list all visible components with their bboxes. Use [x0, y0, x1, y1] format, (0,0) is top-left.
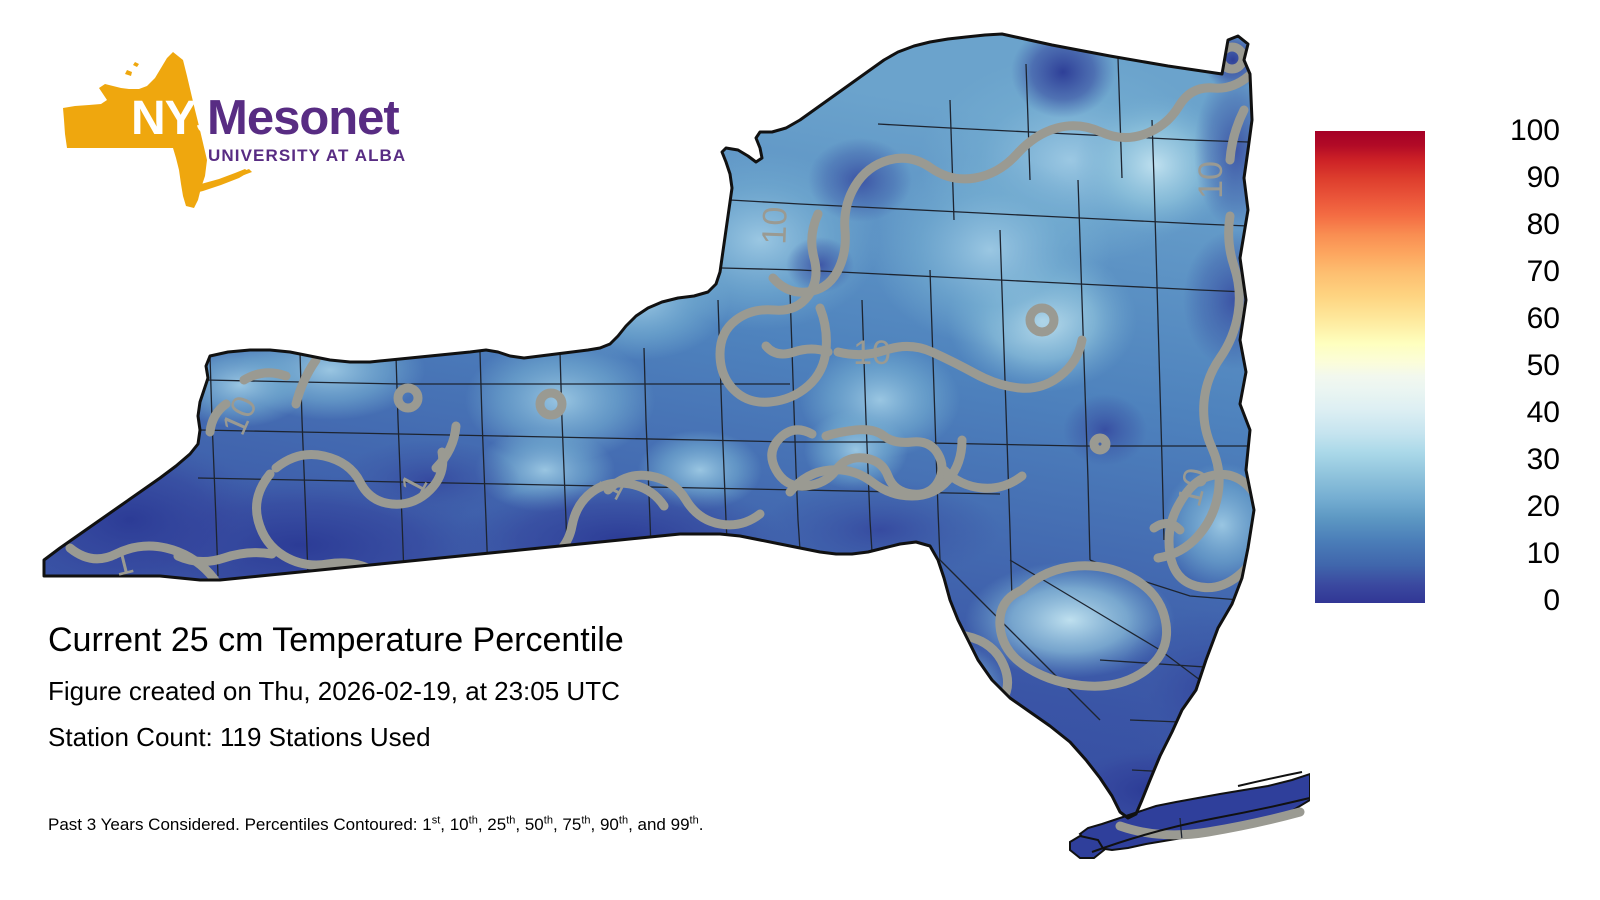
footnote-percentile: 99th: [670, 814, 699, 834]
logo-state-shape: [63, 52, 207, 208]
footnote-percentile: 1st: [422, 814, 441, 834]
contour-line: [291, 355, 321, 409]
footnote-ordinal-suffix: th: [689, 814, 699, 827]
footnote-percentile: 90th: [599, 814, 629, 834]
colorbar-tick: 0: [1543, 584, 1560, 617]
colorbar-tick: 80: [1526, 208, 1560, 241]
colorbar-tick: 60: [1526, 302, 1560, 335]
colorbar-tick: 90: [1526, 161, 1560, 194]
figure-title: Current 25 cm Temperature Percentile: [48, 621, 624, 659]
contour-labels: 10 10 10 10 10 1 1 1: [110, 161, 1230, 584]
footnote-percentile: 10th: [449, 814, 478, 834]
contour-line: [767, 425, 947, 499]
contour-line: [205, 399, 231, 437]
percentile-low-core: [760, 480, 1000, 580]
coastline-reference: [1091, 796, 1310, 853]
logo-state-speckle-b: [133, 62, 139, 67]
colorbar-tick: 40: [1526, 396, 1560, 429]
logo-text-nys: NYS: [131, 92, 227, 145]
state-outline: [42, 32, 1256, 820]
footnote-ordinal-suffix: th: [581, 814, 591, 827]
figure-footnote: Past 3 Years Considered. Percentiles Con…: [48, 814, 704, 834]
contour-line: [1115, 807, 1305, 840]
map-svg: 10 10 10 10 10 1 1 1: [42, 32, 1310, 859]
contour-line: [1225, 105, 1249, 165]
percentile-colorbar: 100 90 80 70 60 50 40 30 20 10 0: [1315, 116, 1565, 620]
colorbar-tick: 70: [1526, 255, 1560, 288]
colorbar-tick: 50: [1526, 349, 1560, 382]
contour-line: [431, 421, 461, 473]
percentile-pocket: [1075, 95, 1235, 235]
logo-svg: NYS Mesonet UNIVERSITY AT ALBANY: [63, 52, 405, 208]
logo-state-speckle-a: [125, 70, 132, 76]
footnote-ordinal-suffix: th: [468, 814, 478, 827]
figure-caption: Current 25 cm Temperature Percentile Fig…: [48, 618, 1108, 834]
contour-line: [173, 548, 277, 566]
footnote-ordinal-suffix: th: [543, 814, 553, 827]
contour-label-10: 10: [853, 334, 891, 372]
logo-text-mesonet: Mesonet: [207, 91, 399, 145]
contour-label-10: 10: [755, 206, 794, 245]
contour-label-10: 10: [1192, 161, 1230, 199]
figure-created-timestamp: Figure created on Thu, 2026-02-19, at 23…: [48, 676, 620, 706]
logo-long-island-shape: [189, 169, 249, 194]
colorbar-tick-labels: 100 90 80 70 60 50 40 30 20 10 0: [1435, 116, 1560, 620]
state-percentile-map: 10 10 10 10 10 1 1 1: [42, 32, 1310, 859]
logo-text-university: UNIVERSITY AT ALBANY: [208, 146, 405, 165]
footnote-percentile: 25th: [487, 814, 516, 834]
footnote-percentile: 75th: [562, 814, 591, 834]
contour-line: [995, 561, 1172, 691]
logo-long-island-tip: [241, 169, 252, 175]
colorbar-tick: 10: [1526, 537, 1560, 570]
contour-line: [768, 67, 1258, 297]
contour-line: [833, 335, 1087, 393]
staten-island-shape: [1069, 834, 1106, 859]
colorbar-tick: 20: [1526, 490, 1560, 523]
colorbar-gradient: [1315, 131, 1425, 603]
contour-ring: [1089, 433, 1111, 455]
contour-ring: [393, 383, 423, 413]
contour-layer: [65, 42, 1268, 728]
percentile-low-core: [340, 440, 520, 520]
contour-ring: [1025, 303, 1059, 337]
contour-line: [761, 341, 833, 359]
footnote-ordinal-suffix: th: [506, 814, 516, 827]
contour-line: [715, 209, 831, 407]
percentile-low-core: [1194, 70, 1278, 230]
footnote-ordinal-suffix: st: [431, 814, 441, 827]
colorbar-tick: 30: [1526, 443, 1560, 476]
contour-ring: [535, 388, 567, 420]
footnote-percentile: 50th: [524, 814, 553, 834]
figure-station-count: Station Count: 119 Stations Used: [48, 722, 431, 752]
contour-line: [1153, 211, 1244, 563]
contour-label-10: 10: [1170, 464, 1216, 510]
percentile-low-core: [1063, 394, 1147, 466]
contour-line: [603, 470, 765, 530]
contour-line: [939, 465, 1027, 493]
nys-mesonet-logo: NYS Mesonet UNIVERSITY AT ALBANY: [55, 48, 405, 208]
contour-line: [271, 447, 448, 509]
percentile-pocket: [550, 240, 730, 360]
coastline-reference: [1237, 771, 1303, 787]
long-island-fill: [1069, 772, 1310, 859]
percentile-pocket: [870, 155, 1110, 345]
contour-line: [1149, 519, 1185, 535]
colorbar-tick: 100: [1509, 114, 1560, 147]
contour-line: [239, 368, 291, 385]
footnote-ordinal-suffix: th: [618, 814, 629, 827]
